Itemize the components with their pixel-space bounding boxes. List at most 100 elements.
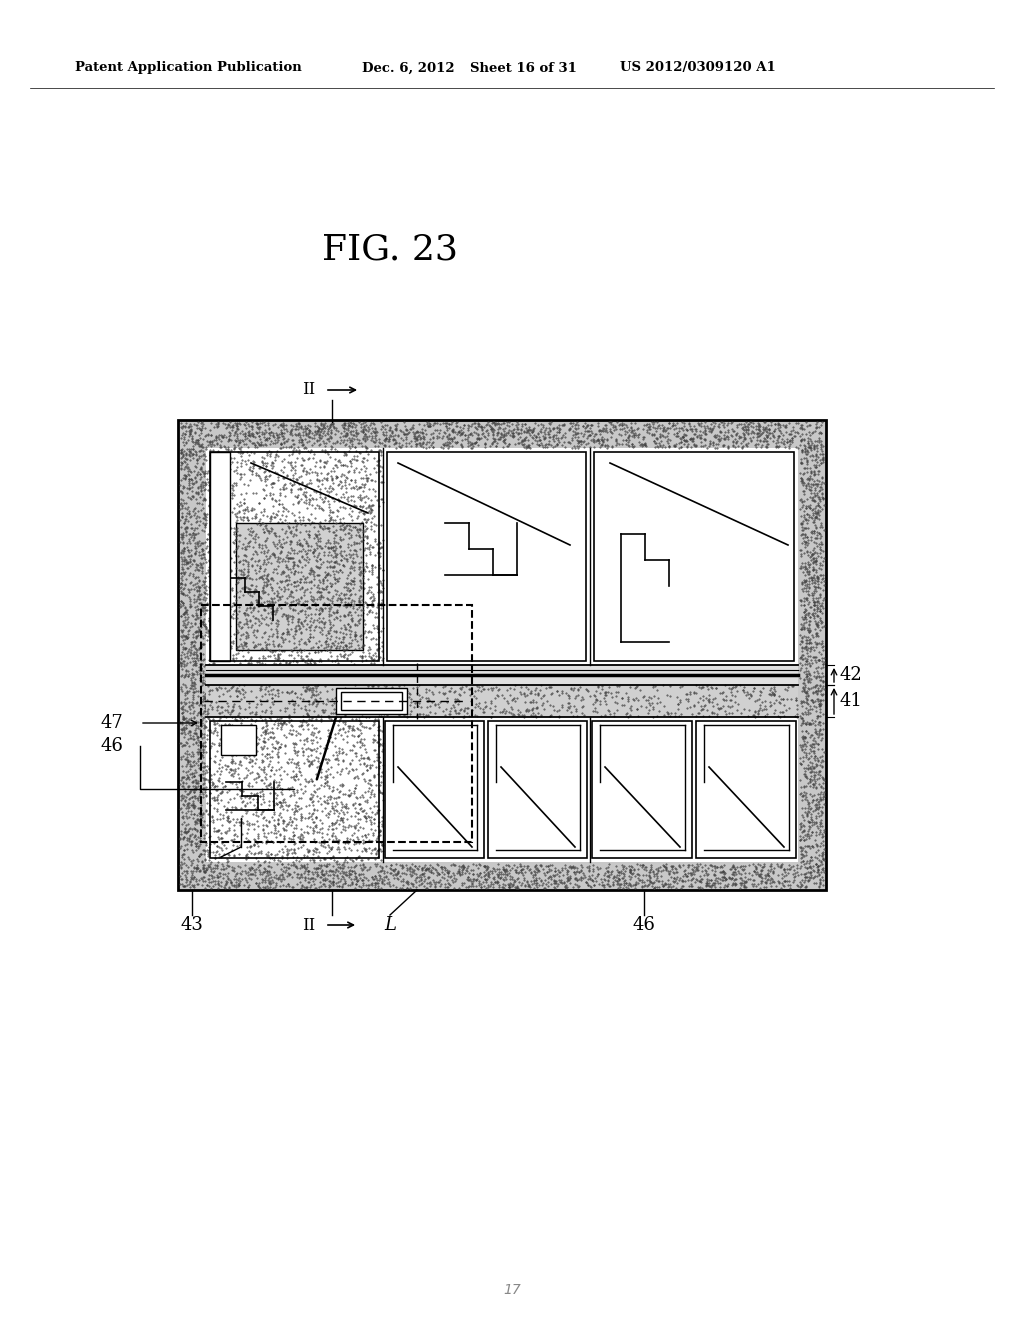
Point: [358, 582, 375, 603]
Point: [318, 557, 335, 578]
Point: [322, 590, 338, 611]
Point: [336, 541, 352, 562]
Point: [335, 626, 351, 647]
Point: [195, 672, 211, 693]
Point: [814, 554, 830, 576]
Point: [464, 425, 480, 446]
Point: [812, 634, 828, 655]
Point: [263, 507, 280, 528]
Point: [251, 535, 267, 556]
Point: [613, 688, 630, 709]
Point: [453, 434, 469, 455]
Point: [268, 535, 285, 556]
Point: [346, 609, 362, 630]
Point: [814, 640, 830, 661]
Point: [289, 863, 305, 884]
Point: [303, 784, 319, 805]
Point: [279, 418, 295, 440]
Point: [807, 714, 823, 735]
Point: [206, 545, 222, 566]
Point: [642, 867, 658, 888]
Point: [197, 599, 213, 620]
Point: [185, 796, 202, 817]
Point: [739, 684, 756, 705]
Point: [251, 510, 267, 531]
Point: [314, 418, 331, 440]
Point: [257, 832, 273, 853]
Point: [298, 422, 314, 444]
Point: [285, 693, 301, 714]
Point: [522, 862, 539, 883]
Point: [284, 420, 300, 441]
Point: [189, 692, 206, 713]
Point: [210, 426, 226, 447]
Point: [445, 428, 462, 449]
Point: [352, 609, 369, 630]
Point: [265, 763, 282, 784]
Point: [471, 677, 487, 698]
Point: [191, 834, 208, 855]
Point: [288, 850, 304, 871]
Point: [190, 598, 207, 619]
Point: [586, 425, 602, 446]
Point: [213, 822, 229, 843]
Point: [809, 597, 825, 618]
Point: [257, 535, 273, 556]
Point: [623, 863, 639, 884]
Point: [187, 524, 204, 545]
Point: [781, 858, 798, 879]
Point: [251, 611, 267, 632]
Point: [805, 548, 821, 569]
Point: [668, 869, 684, 890]
Point: [590, 429, 606, 450]
Point: [807, 445, 823, 466]
Point: [238, 800, 254, 821]
Point: [801, 470, 817, 491]
Point: [185, 755, 202, 776]
Point: [196, 487, 212, 508]
Point: [345, 533, 361, 554]
Point: [183, 865, 200, 886]
Point: [273, 627, 290, 648]
Point: [179, 710, 196, 731]
Point: [308, 693, 325, 714]
Point: [208, 429, 224, 450]
Point: [179, 754, 196, 775]
Point: [801, 814, 817, 836]
Point: [200, 424, 216, 445]
Point: [262, 445, 279, 466]
Point: [253, 631, 269, 652]
Point: [329, 744, 345, 766]
Point: [262, 454, 279, 475]
Point: [401, 704, 418, 725]
Point: [174, 874, 190, 895]
Point: [270, 577, 287, 598]
Point: [808, 587, 824, 609]
Point: [375, 560, 391, 581]
Point: [752, 681, 768, 702]
Point: [248, 767, 264, 788]
Point: [761, 418, 777, 440]
Point: [239, 810, 255, 832]
Point: [327, 579, 343, 601]
Point: [802, 645, 818, 667]
Point: [811, 416, 827, 437]
Point: [346, 590, 362, 611]
Point: [238, 634, 254, 655]
Point: [205, 772, 221, 793]
Point: [260, 413, 276, 434]
Point: [807, 573, 823, 594]
Point: [283, 719, 299, 741]
Point: [562, 412, 579, 433]
Point: [176, 847, 193, 869]
Point: [314, 519, 331, 540]
Point: [327, 702, 343, 723]
Text: 43: 43: [180, 916, 204, 935]
Point: [724, 867, 740, 888]
Point: [234, 554, 251, 576]
Point: [228, 506, 245, 527]
Point: [526, 680, 543, 701]
Point: [716, 416, 732, 437]
Point: [173, 655, 189, 676]
Point: [532, 421, 549, 442]
